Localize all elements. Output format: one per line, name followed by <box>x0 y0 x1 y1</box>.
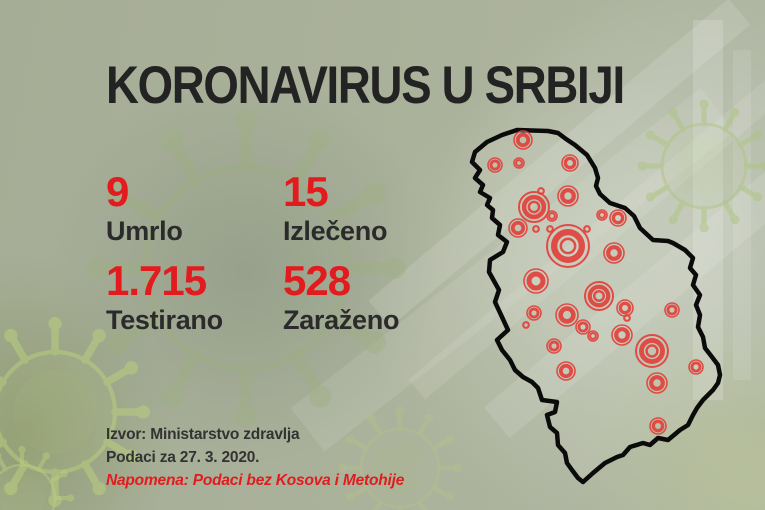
outbreak-marker <box>635 334 669 368</box>
outbreak-marker <box>546 210 558 222</box>
outbreak-marker <box>584 281 614 311</box>
outbreak-marker <box>664 302 680 318</box>
outbreak-marker <box>513 157 525 169</box>
stat-testirano: 1.715 Testirano <box>106 258 283 347</box>
outbreak-marker <box>546 225 554 233</box>
stat-zarazeno: 528 Zaraženo <box>283 258 399 347</box>
stats-grid: 9 Umrlo 15 Izlečeno 1.715 Testirano 528 … <box>106 169 399 347</box>
outbreak-marker <box>508 218 528 238</box>
outbreak-marker <box>583 225 591 233</box>
outbreak-marker <box>575 319 591 335</box>
stat-label: Zaraženo <box>283 305 400 335</box>
outbreak-marker <box>688 359 704 375</box>
page-title: KORONAVIRUS U SRBIJI <box>106 56 625 115</box>
outbreak-marker <box>587 330 599 342</box>
stat-label: Testirano <box>106 305 223 335</box>
source-line: Izvor: Ministarstvo zdravlja <box>106 426 300 443</box>
stat-label: Izlečeno <box>283 216 388 246</box>
outbreak-marker <box>561 154 579 172</box>
stat-value: 1.715 <box>106 257 207 304</box>
outbreak-marker <box>523 268 549 294</box>
outbreak-marker <box>603 242 625 264</box>
outbreak-marker <box>611 324 633 346</box>
source-block: Izvor: Ministarstvo zdravlja Podaci za 2… <box>106 423 404 492</box>
outbreak-marker <box>513 130 533 150</box>
outbreak-marker <box>555 303 579 327</box>
stat-value: 15 <box>283 168 329 215</box>
stat-izleceno: 15 Izlečeno <box>283 169 399 258</box>
outbreak-marker <box>646 372 668 394</box>
outbreak-marker <box>526 305 542 321</box>
stat-value: 528 <box>283 257 351 304</box>
outbreak-marker <box>522 321 530 329</box>
source-line: Podaci za 27. 3. 2020. <box>106 449 260 466</box>
source-note: Napomena: Podaci bez Kosova i Metohije <box>106 472 405 489</box>
outbreak-marker <box>556 361 576 381</box>
outbreak-marker <box>623 314 631 322</box>
stat-value: 9 <box>106 168 129 215</box>
outbreak-marker <box>546 224 590 268</box>
outbreak-marker <box>557 185 579 207</box>
outbreak-marker <box>546 338 562 354</box>
outbreak-marker <box>487 157 503 173</box>
stat-umrlo: 9 Umrlo <box>106 169 283 258</box>
outbreak-marker <box>596 209 608 221</box>
outbreak-marker <box>609 209 627 227</box>
outbreak-marker <box>518 191 550 223</box>
outbreak-marker <box>649 417 667 435</box>
outbreak-markers <box>487 130 704 435</box>
stat-label: Umrlo <box>106 216 183 246</box>
outbreak-marker <box>532 225 540 233</box>
